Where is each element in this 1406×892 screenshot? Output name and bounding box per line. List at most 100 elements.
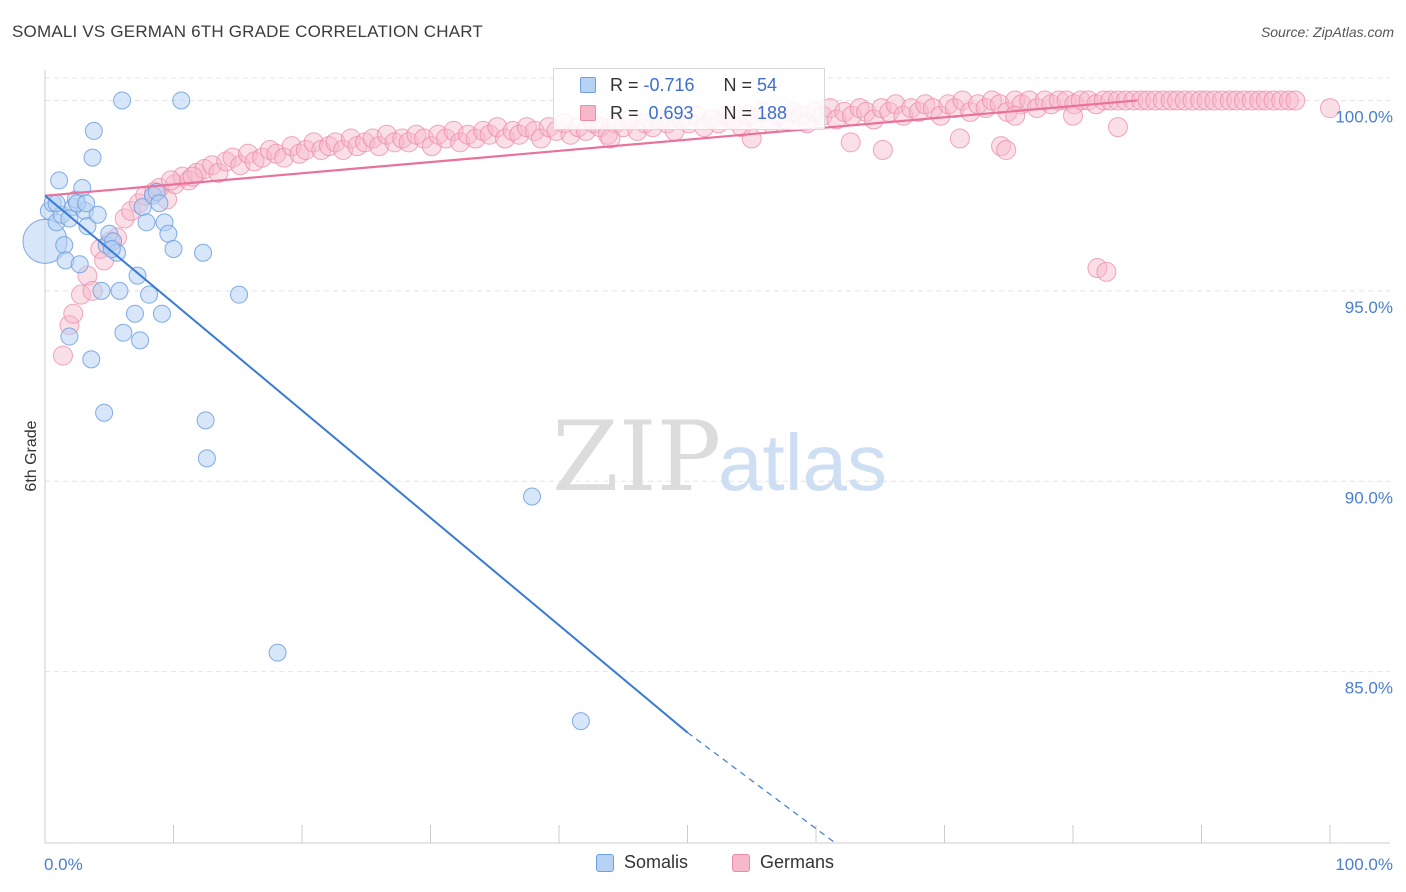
- german-point: [1096, 261, 1117, 282]
- legend-swatch-somalis: [580, 77, 596, 93]
- somali-point: [84, 121, 103, 140]
- bottom-legend-somalis[interactable]: Somalis: [596, 852, 688, 873]
- german-point: [1005, 105, 1026, 126]
- german-point: [1063, 105, 1083, 126]
- german-point: [398, 132, 419, 153]
- somali-trend-extension: [687, 732, 836, 844]
- y-tick-label: 95.0%: [1345, 298, 1393, 317]
- german-point: [1137, 90, 1158, 111]
- somali-trend-line: [44, 194, 689, 734]
- correlation-legend: R = -0.716 N = 54 R = 0.693 N = 188: [553, 68, 825, 130]
- german-point: [1204, 90, 1225, 111]
- german-point: [289, 143, 310, 164]
- somalis-swatch: [596, 853, 614, 872]
- german-point: [1152, 90, 1173, 111]
- german-point: [479, 124, 500, 145]
- bottom-legend-germans[interactable]: Germans: [732, 852, 834, 873]
- somali-point: [113, 91, 132, 110]
- somali-point: [88, 205, 107, 224]
- german-point: [1226, 90, 1247, 111]
- somali-point: [78, 217, 97, 236]
- german-point: [996, 139, 1017, 160]
- somali-point: [172, 91, 191, 110]
- somali-point: [164, 239, 183, 258]
- german-point: [1100, 90, 1121, 111]
- legend-r-label: R =: [610, 74, 644, 95]
- somali-point: [60, 327, 79, 346]
- zipatlas-watermark: ZIP atlas: [552, 401, 887, 513]
- germans-label: Germans: [760, 852, 835, 872]
- somali-point: [55, 236, 74, 255]
- legend-row-germans: R = 0.693 N = 188: [580, 99, 787, 127]
- german-point: [1093, 90, 1114, 111]
- german-point: [52, 345, 73, 366]
- german-point: [487, 117, 508, 138]
- somali-point: [110, 281, 129, 300]
- german-point: [1249, 90, 1270, 111]
- legend-r-value: -0.716: [643, 74, 695, 95]
- somali-point: [230, 285, 249, 304]
- somali-point: [159, 224, 178, 243]
- grid-lines: [45, 77, 1390, 673]
- german-point: [1190, 90, 1211, 111]
- german-point: [509, 124, 530, 145]
- chart-title: SOMALI VS GERMAN 6TH GRADE CORRELATION C…: [12, 22, 484, 41]
- german-point: [952, 90, 973, 111]
- somali-point: [95, 403, 114, 422]
- watermark-atlas: atlas: [718, 418, 887, 507]
- german-point: [178, 170, 199, 191]
- german-point: [1048, 90, 1069, 111]
- german-point: [1160, 90, 1181, 111]
- legend-swatch-germans: [580, 105, 596, 121]
- german-point: [1255, 90, 1276, 111]
- y-tick-label: 85.0%: [1345, 679, 1393, 698]
- legend-n-label: N =: [723, 74, 758, 95]
- axis-labels: 100.0% 95.0% 90.0% 85.0% 0.0% 100.0% 6th Grade: [23, 107, 1393, 874]
- german-point: [849, 98, 870, 119]
- german-point: [1196, 90, 1217, 111]
- german-point: [826, 109, 847, 130]
- german-point: [1182, 90, 1203, 111]
- german-trend-line: [44, 99, 1138, 197]
- legend-r-label: R =: [610, 102, 644, 123]
- german-point: [70, 284, 91, 305]
- legend-r-value: 0.693: [643, 102, 694, 123]
- somali-point: [268, 643, 287, 662]
- german-point: [274, 147, 295, 168]
- germans-swatch: [732, 853, 750, 872]
- somali-point: [140, 285, 159, 304]
- watermark-zip: ZIP: [552, 401, 721, 513]
- german-point: [222, 147, 243, 168]
- german-point: [450, 132, 471, 153]
- german-point: [208, 162, 229, 183]
- german-point: [1263, 90, 1284, 111]
- x-tick-label: 0.0%: [44, 855, 83, 874]
- german-point: [369, 136, 390, 157]
- german-point: [295, 139, 316, 160]
- legend-n-value: 54: [757, 74, 778, 95]
- y-axis-title: 6th Grade: [23, 420, 40, 491]
- somali-point: [70, 255, 89, 274]
- somali-point: [196, 411, 215, 430]
- german-point: [1233, 90, 1254, 111]
- german-point: [741, 128, 762, 149]
- german-point: [376, 124, 397, 145]
- y-tick-label: 100.0%: [1335, 107, 1393, 126]
- german-point: [1107, 117, 1128, 138]
- german-point: [1241, 90, 1262, 111]
- somali-point: [571, 712, 590, 731]
- somali-point: [137, 213, 156, 232]
- german-point: [1278, 90, 1299, 111]
- somali-point: [152, 304, 171, 323]
- somali-point: [125, 304, 144, 323]
- somali-point: [92, 281, 111, 300]
- german-point: [1320, 98, 1340, 119]
- trend-lines: [44, 99, 1138, 844]
- german-point: [949, 128, 970, 149]
- german-point: [1005, 90, 1026, 111]
- somali-point: [114, 323, 133, 342]
- legend-n-value: 188: [757, 102, 788, 123]
- source-credit: Source: ZipAtlas.com: [1260, 24, 1394, 40]
- german-point: [1271, 90, 1292, 111]
